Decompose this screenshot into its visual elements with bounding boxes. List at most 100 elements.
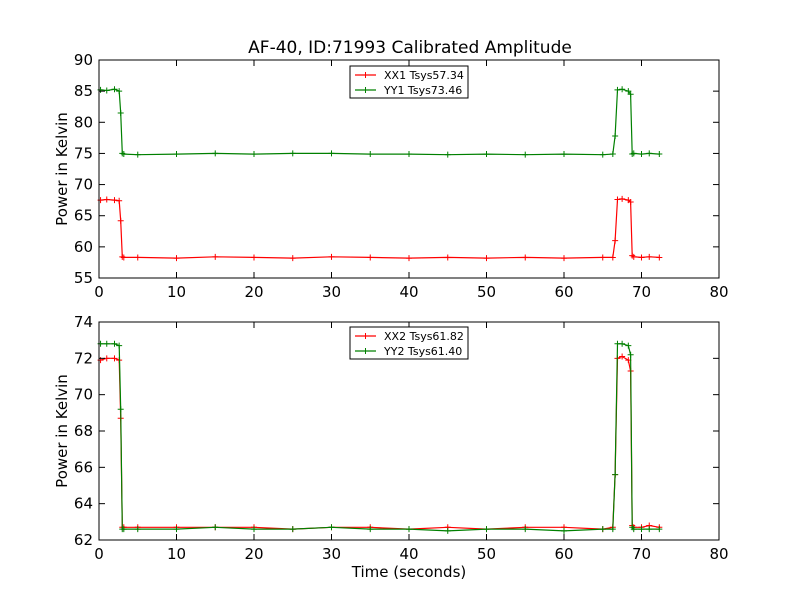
legend-label: YY2 Tsys61.40 bbox=[383, 345, 462, 358]
data-point bbox=[612, 471, 619, 478]
data-point bbox=[116, 197, 123, 204]
y-tick-label: 66 bbox=[74, 458, 93, 476]
y-tick-label: 62 bbox=[74, 531, 93, 549]
data-point bbox=[522, 526, 529, 533]
y-tick-label: 75 bbox=[74, 144, 93, 162]
x-tick-label: 20 bbox=[244, 283, 263, 301]
data-point bbox=[212, 524, 219, 531]
data-point bbox=[656, 254, 663, 261]
chart-title: AF-40, ID:71993 Calibrated Amplitude bbox=[248, 38, 572, 58]
legend-box bbox=[349, 65, 469, 99]
data-point bbox=[367, 254, 374, 261]
data-point bbox=[367, 151, 374, 158]
data-point bbox=[328, 150, 335, 157]
data-point bbox=[444, 527, 451, 534]
series-yy1 bbox=[97, 86, 663, 158]
data-point bbox=[116, 88, 123, 95]
x-tick-label: 0 bbox=[94, 545, 104, 563]
data-point bbox=[120, 526, 127, 533]
data-point bbox=[212, 253, 219, 260]
data-point bbox=[609, 526, 616, 533]
data-point bbox=[483, 526, 490, 533]
data-point bbox=[612, 237, 619, 244]
data-point bbox=[111, 340, 118, 347]
data-point bbox=[120, 254, 127, 261]
x-tick-label: 80 bbox=[709, 283, 728, 301]
data-point bbox=[625, 88, 632, 95]
plot-bottom: 0 10 20 30 40 50 60 70 80 62 64 66 68 70 72 74 Power in … bbox=[53, 313, 729, 581]
data-point bbox=[103, 87, 110, 94]
data-point bbox=[444, 254, 451, 261]
data-point bbox=[630, 150, 637, 157]
legend-label: YY1 Tsys73.46 bbox=[383, 84, 462, 97]
x-tick-label: 0 bbox=[94, 283, 104, 301]
legend-marker bbox=[362, 87, 369, 93]
data-point bbox=[638, 254, 645, 261]
y-tick-label: 68 bbox=[74, 422, 93, 440]
data-point bbox=[406, 151, 412, 158]
data-point bbox=[444, 151, 451, 158]
data-point bbox=[614, 86, 621, 93]
legend-marker bbox=[362, 333, 369, 339]
data-point bbox=[251, 526, 257, 533]
data-point bbox=[619, 86, 626, 93]
data-point bbox=[117, 217, 124, 224]
data-point bbox=[173, 255, 180, 262]
y-tick-label: 74 bbox=[74, 313, 93, 331]
x-tick-label: 50 bbox=[477, 545, 496, 563]
x-tick-label: 50 bbox=[477, 283, 496, 301]
legend: XX2 Tsys61.82 YY2 Tsys61.40 bbox=[349, 326, 469, 360]
y-axis-label: Power in Kelvin bbox=[53, 374, 71, 488]
y-tick-label: 55 bbox=[74, 269, 93, 287]
legend: XX1 Tsys57.34 YY1 Tsys73.46 bbox=[349, 65, 469, 99]
y-tick-label: 70 bbox=[74, 386, 93, 404]
data-point bbox=[522, 151, 529, 158]
data-point bbox=[599, 254, 606, 261]
data-point bbox=[406, 255, 412, 262]
x-tick-label: 30 bbox=[322, 283, 341, 301]
data-point bbox=[638, 151, 645, 158]
data-point bbox=[289, 255, 296, 262]
legend-label: XX1 Tsys57.34 bbox=[384, 69, 464, 82]
data-point bbox=[116, 342, 123, 349]
plot-top: 0 10 20 30 40 50 60 70 80 55 60 65 70 75 80 85 90 Power i… bbox=[53, 51, 729, 301]
x-tick-label: 60 bbox=[554, 545, 573, 563]
data-point bbox=[646, 150, 653, 157]
y-tick-label: 65 bbox=[74, 207, 93, 225]
y-tick-label: 85 bbox=[74, 82, 93, 100]
data-point bbox=[646, 253, 653, 260]
data-point bbox=[251, 254, 257, 261]
data-point bbox=[111, 355, 118, 362]
series-yy2 bbox=[97, 340, 663, 534]
data-point bbox=[406, 526, 412, 533]
data-point bbox=[599, 526, 606, 533]
data-point bbox=[111, 197, 118, 204]
data-point bbox=[212, 150, 219, 157]
data-point bbox=[609, 151, 616, 158]
data-point bbox=[328, 253, 335, 260]
data-point bbox=[103, 196, 110, 203]
data-point bbox=[134, 254, 141, 261]
data-point bbox=[627, 351, 634, 358]
data-point bbox=[134, 151, 141, 158]
data-point bbox=[173, 151, 180, 158]
data-point bbox=[251, 151, 257, 158]
x-tick-label: 60 bbox=[554, 283, 573, 301]
data-point bbox=[103, 340, 110, 347]
legend-marker bbox=[362, 72, 369, 78]
data-point bbox=[561, 151, 567, 158]
data-point bbox=[625, 342, 632, 349]
data-point bbox=[656, 526, 663, 533]
data-point bbox=[630, 253, 637, 260]
data-point bbox=[117, 406, 124, 413]
data-point bbox=[120, 151, 127, 158]
x-tick-label: 70 bbox=[632, 545, 651, 563]
data-point bbox=[117, 109, 124, 116]
data-point bbox=[328, 524, 335, 531]
data-point bbox=[561, 255, 567, 262]
data-point bbox=[619, 340, 626, 347]
data-point bbox=[609, 254, 616, 261]
x-tick-label: 40 bbox=[399, 283, 418, 301]
data-point bbox=[111, 86, 118, 93]
y-axis-label: Power in Kelvin bbox=[53, 112, 71, 226]
